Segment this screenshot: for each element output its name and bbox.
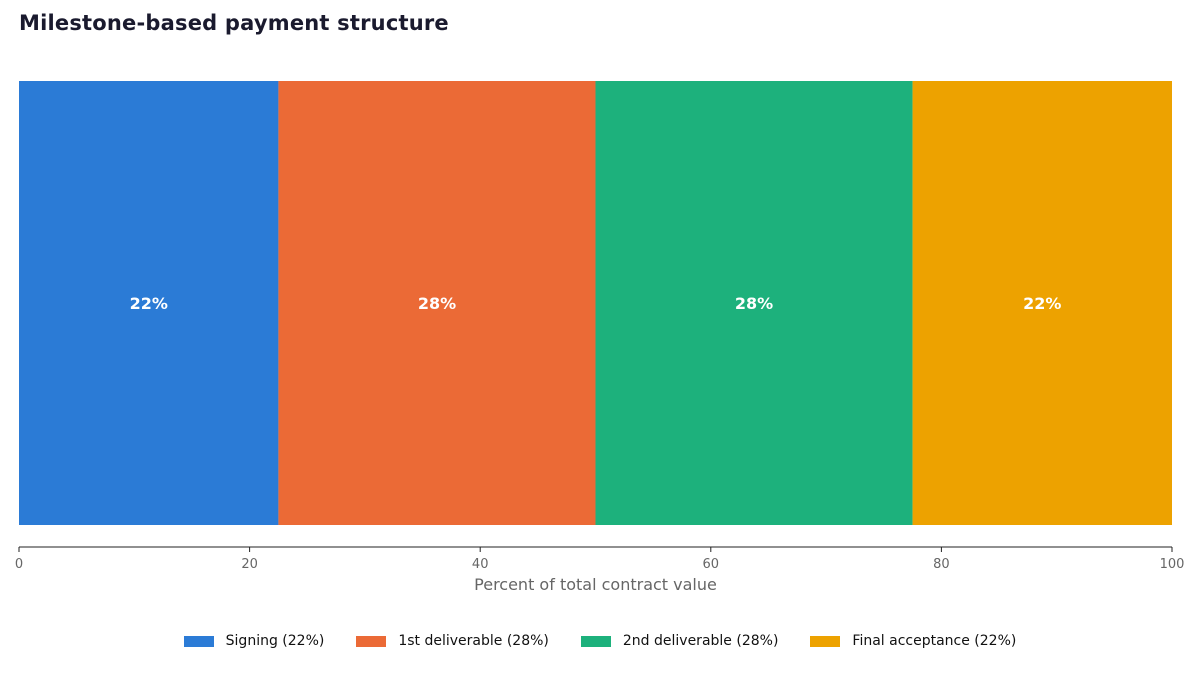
legend-swatch-2nd-deliverable [580, 635, 611, 647]
legend-item-2nd-deliverable: 2nd deliverable (28%) [580, 633, 779, 649]
chart-legend: Signing (22%) 1st deliverable (28%) 2nd … [0, 628, 1200, 654]
bar-data-label-3: 22% [1023, 294, 1061, 313]
x-tick-label-4: 80 [933, 557, 950, 572]
legend-item-signing: Signing (22%) [183, 633, 325, 649]
bar-segment-3 [912, 81, 1172, 525]
bar-segment-0 [19, 81, 279, 525]
bar-segment-1 [278, 81, 596, 525]
x-tick-label-5: 100 [1160, 557, 1185, 572]
bar-data-label-0: 22% [130, 294, 168, 313]
x-tick-label-0: 0 [15, 557, 23, 572]
legend-label-signing: Signing (22%) [225, 633, 325, 649]
x-tick-label-1: 20 [241, 557, 258, 572]
bar-data-label-1: 28% [418, 294, 456, 313]
legend-label-2nd-deliverable: 2nd deliverable (28%) [622, 633, 779, 649]
x-axis-title: Percent of total contract value [474, 575, 717, 594]
bar-data-label-2: 28% [735, 294, 773, 313]
chart-title: Milestone-based payment structure [19, 11, 449, 35]
legend-label-final-acceptance: Final acceptance (22%) [852, 633, 1017, 649]
legend-swatch-1st-deliverable [356, 635, 387, 647]
legend-swatch-final-acceptance [810, 635, 841, 647]
x-tick-label-3: 60 [703, 557, 720, 572]
legend-label-1st-deliverable: 1st deliverable (28%) [398, 633, 549, 649]
legend-item-1st-deliverable: 1st deliverable (28%) [356, 633, 549, 649]
bar-segment-2 [595, 81, 913, 525]
legend-item-final-acceptance: Final acceptance (22%) [810, 633, 1016, 649]
x-tick-label-2: 40 [472, 557, 489, 572]
legend-swatch-signing [183, 635, 214, 647]
